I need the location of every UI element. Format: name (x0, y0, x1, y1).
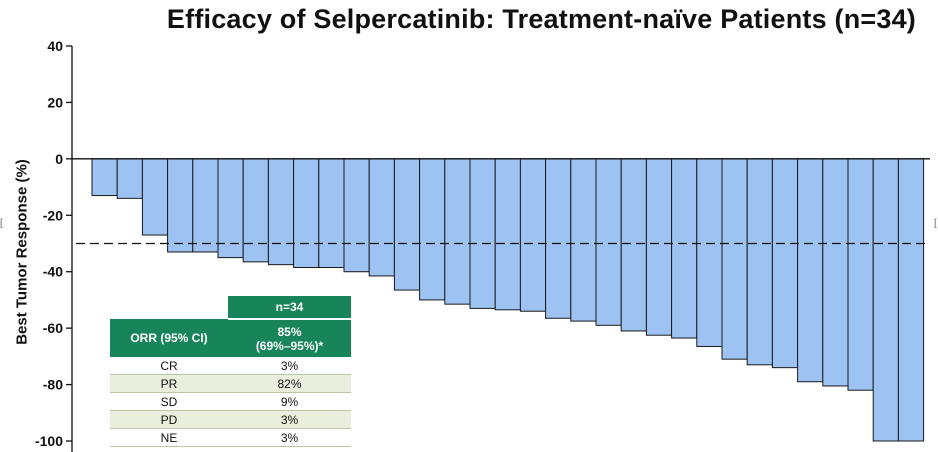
bar (595, 158, 622, 326)
right-edge-mark: [ (934, 218, 937, 229)
row-value: 9% (228, 392, 351, 411)
table-orr-row: ORR (95% CI) 85% (69%–95%)* (110, 319, 351, 357)
bar (872, 158, 899, 442)
bar (620, 158, 647, 332)
bar (696, 158, 723, 347)
y-tick-label: -20 (43, 207, 63, 223)
bar (897, 158, 925, 442)
y-tick-label: 20 (47, 94, 63, 110)
bar (91, 158, 118, 197)
bar (368, 158, 395, 277)
bar (343, 158, 370, 273)
y-tick-label: -100 (35, 433, 63, 449)
orr-value-ci: (69%–95%)* (255, 338, 324, 353)
bar-series (91, 158, 925, 442)
bar (671, 158, 698, 339)
table-header-row: n=34 (110, 296, 351, 320)
bar (217, 158, 244, 259)
bar (847, 158, 874, 391)
bar (519, 158, 547, 312)
bar (494, 158, 521, 311)
bar (645, 158, 673, 336)
bar (242, 158, 269, 263)
bar (192, 158, 219, 253)
y-tick-label: 0 (55, 151, 63, 167)
bar (771, 158, 799, 369)
bar (444, 158, 471, 305)
orr-value: 85% (69%–95%)* (228, 319, 351, 357)
bar (293, 158, 320, 268)
left-edge-mark: [ (0, 218, 3, 229)
bar (141, 158, 169, 236)
chart-title: Efficacy of Selpercatinib: Treatment-naï… (166, 4, 916, 34)
orr-value-rate: 85% (277, 324, 302, 339)
table-n-header: n=34 (228, 296, 351, 320)
table-row: CR 3% (110, 357, 351, 375)
row-value: 3% (228, 357, 351, 375)
bar (545, 158, 572, 319)
row-label: SD (110, 392, 228, 411)
row-value: 3% (228, 410, 351, 429)
bar (393, 158, 421, 291)
bar (721, 158, 748, 360)
y-tick-label: -40 (43, 264, 63, 280)
table-row: SD 9% (110, 392, 351, 411)
bar (797, 158, 824, 383)
y-axis: 40 20 0 -20 -40 -60 -80 -100 (35, 38, 930, 452)
table-row: PD 3% (110, 410, 351, 429)
table-header-blank (110, 296, 228, 319)
row-value: 82% (228, 374, 351, 393)
bar (570, 158, 597, 322)
bar (167, 158, 194, 253)
orr-label: ORR (95% CI) (110, 319, 228, 357)
bar (267, 158, 295, 266)
row-value: 3% (228, 428, 351, 447)
table-row: PR 82% (110, 374, 351, 393)
y-tick-label: -60 (43, 320, 63, 336)
y-tick-label: 40 (47, 38, 63, 54)
row-label: PD (110, 410, 228, 429)
table-row: NE 3% (110, 428, 351, 447)
row-label: NE (110, 428, 228, 447)
row-label: PR (110, 374, 228, 393)
bar (419, 158, 446, 301)
bar (822, 158, 849, 387)
bar (116, 158, 143, 199)
bar (469, 158, 496, 309)
response-summary-table: n=34 ORR (95% CI) 85% (69%–95%)* CR 3% P… (110, 296, 351, 447)
bar (746, 158, 773, 366)
row-label: CR (110, 357, 228, 375)
y-tick-label: -80 (43, 377, 63, 393)
bar (318, 158, 345, 268)
